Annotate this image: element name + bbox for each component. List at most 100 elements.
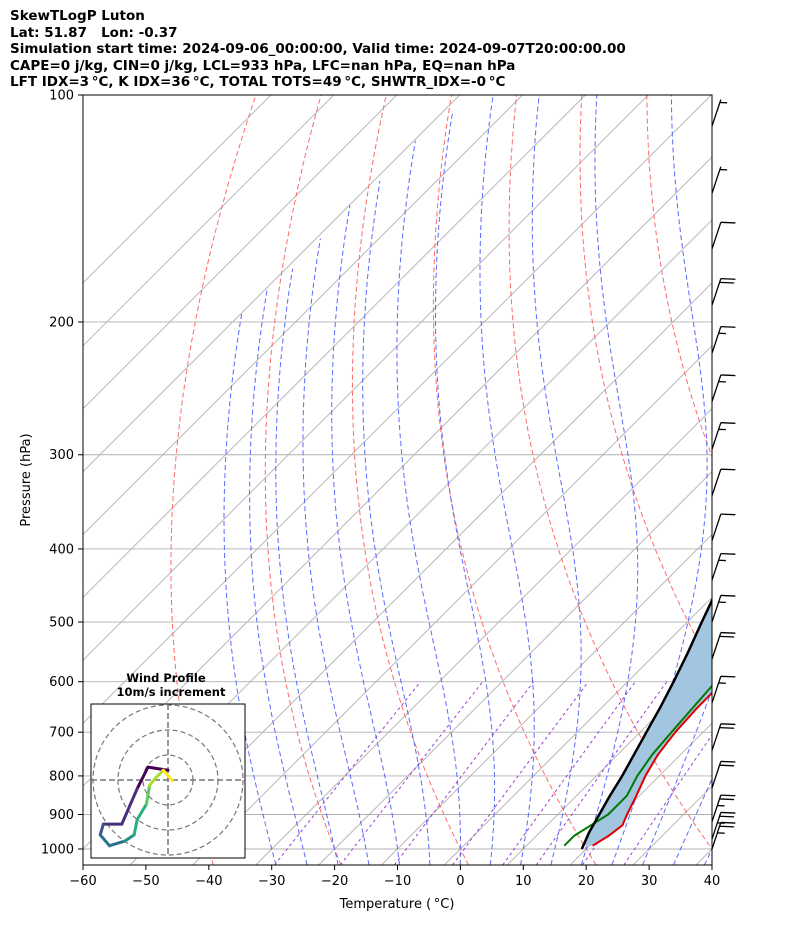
barb-staff (711, 632, 722, 660)
chart-header: SkewTLogP Luton Lat: 51.87 Lon: -0.37 Si… (10, 8, 626, 91)
wind-barb (711, 821, 736, 850)
barb-flag (719, 798, 735, 801)
barb-flag (720, 794, 736, 797)
barb-staff (711, 822, 722, 850)
grid-lines (83, 95, 794, 865)
dry-adiabat (170, 95, 257, 865)
barb-flag (720, 552, 736, 555)
x-tick-label: 10 (515, 874, 532, 889)
y-tick-label: 600 (49, 675, 74, 690)
isotherm-line (569, 722, 712, 865)
barb-flag (720, 325, 736, 328)
moist-adiabat (672, 777, 712, 865)
isotherm-line (381, 533, 712, 865)
barb-staff (711, 99, 722, 127)
mixing-ratio-line (452, 681, 589, 865)
barb-flag (719, 635, 735, 638)
wind-barb (711, 594, 736, 623)
isotherm-line (695, 848, 712, 865)
mixing-ratio-line (274, 681, 421, 865)
wind-barb (711, 513, 736, 541)
moist-adiabat (249, 287, 308, 865)
hodograph-segment (98, 822, 105, 837)
barb-flag (720, 821, 736, 824)
moist-adiabat (302, 238, 370, 865)
wind-barb (711, 760, 736, 789)
mixing-ratio-line (502, 681, 636, 865)
barb-flag (720, 811, 736, 814)
temperature-profile (592, 691, 712, 847)
wind-barb (711, 325, 736, 354)
indices-line-1: CAPE=0 j/kg, CIN=0 j/kg, LCL=933 hPa, LF… (10, 57, 516, 74)
wind-barb (711, 468, 736, 496)
isotherm-line (83, 95, 398, 410)
barb-staff (711, 553, 722, 581)
barb-flag (720, 422, 736, 424)
hodograph-segment (120, 787, 139, 826)
barb-flag (720, 374, 736, 377)
moist-adiabat (479, 95, 535, 865)
barb-flag (719, 726, 735, 729)
isotherm-line (83, 95, 335, 347)
dry-adiabat (264, 95, 342, 865)
hodograph-segment (161, 768, 175, 783)
barb-flag (719, 815, 735, 818)
y-tick-label: 200 (49, 315, 74, 330)
x-tick-label: 30 (641, 874, 658, 889)
y-tick-label: 100 (49, 89, 74, 104)
mixing-ratio-line (339, 681, 484, 865)
barb-flag (720, 468, 736, 471)
barb-flag (719, 825, 735, 828)
y-tick-label: 300 (49, 448, 74, 463)
isotherm-line (83, 95, 712, 724)
moist-adiabat (331, 205, 400, 865)
barb-staff (711, 794, 722, 822)
x-tick-label: 20 (578, 874, 595, 889)
hodograph-segment (132, 818, 139, 837)
isotherm-line (83, 95, 649, 661)
axes: −60 −50 −40 −30 −20 −10 0 10 20 30 40 100 200 300 400 5… (41, 89, 720, 890)
dry-adiabat (646, 95, 712, 458)
wind-barb (711, 99, 728, 127)
hodograph-segment (148, 776, 158, 788)
moist-adiabat (580, 95, 639, 865)
barb-staff (711, 723, 722, 751)
barb-flag (720, 631, 736, 634)
dry-adiabat (579, 95, 712, 668)
wind-barb (711, 166, 728, 194)
dry-adiabat (351, 95, 469, 865)
barb-staff (711, 468, 722, 496)
isotherm-line (83, 95, 523, 536)
wind-barb (711, 794, 736, 822)
moist-adiabat (435, 110, 496, 865)
wind-barb (711, 422, 736, 450)
isotherm-line (255, 408, 712, 865)
hodograph-segment (135, 765, 150, 791)
barb-flag (720, 675, 736, 678)
dry-adiabat (777, 95, 794, 865)
moist-adiabat (396, 140, 461, 865)
barb-flag (720, 513, 736, 516)
indices-line-2: LFT IDX=3 °C, K IDX=36 °C, TOTAL TOTS=49… (10, 74, 506, 91)
inset-subtitle: 10m/s increment (117, 685, 226, 699)
dry-adiabat (508, 95, 712, 850)
profile-curves (563, 597, 712, 850)
isotherm-line (129, 282, 712, 865)
barb-flag (719, 281, 735, 284)
barb-staff (711, 676, 722, 704)
hodograph-segment (107, 839, 127, 848)
barb-staff (711, 374, 722, 402)
barb-flag (720, 277, 736, 280)
x-tick-label: −40 (195, 874, 222, 889)
isotherm-line (83, 95, 460, 473)
x-tick-label: −60 (69, 874, 96, 889)
wind-barbs (711, 99, 736, 850)
barb-staff (711, 326, 722, 354)
barb-staff (711, 166, 722, 194)
y-tick-label: 500 (49, 616, 74, 631)
moist-adiabat (642, 688, 712, 865)
moist-adiabat (362, 180, 431, 865)
wind-profile-inset: Wind Profile 10m/s increment (90, 671, 246, 859)
y-tick-label: 700 (49, 726, 74, 741)
